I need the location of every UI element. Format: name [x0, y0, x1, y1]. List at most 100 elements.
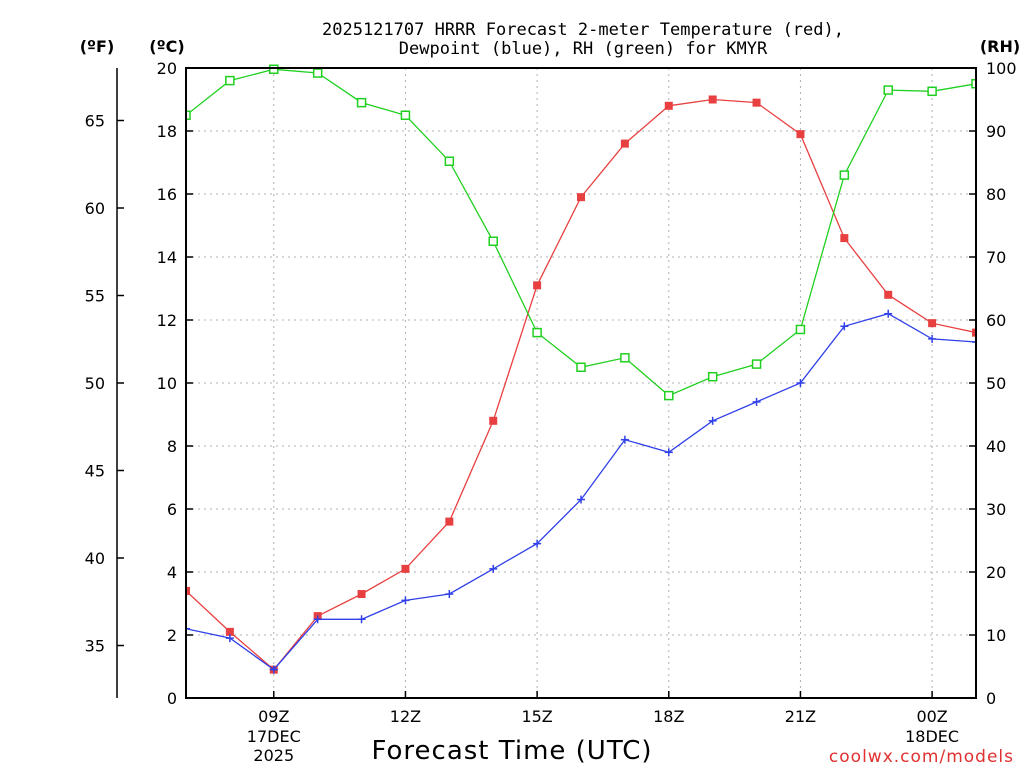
fahrenheit-tick-label: 35: [85, 637, 105, 656]
x-tick-label: 00Z: [916, 707, 947, 726]
rh-tick-label: 0: [986, 689, 996, 708]
x-tick-label: 15Z: [521, 707, 552, 726]
dewpoint-point: [186, 624, 190, 633]
dewpoint-point: [928, 334, 937, 343]
chart-title-line2: Dewpoint (blue), RH (green) for KMYR: [399, 39, 768, 59]
celsius-tick-label: 18: [157, 122, 177, 141]
temperature-point: [489, 416, 498, 425]
celsius-tick-label: 16: [157, 185, 177, 204]
rh-tick-label: 90: [986, 122, 1006, 141]
temperature-point: [577, 193, 585, 202]
rh-line: [186, 68, 976, 397]
unit-celsius-label: (ºC): [149, 37, 184, 56]
dewpoint-point: [357, 615, 366, 624]
rh-point: [488, 236, 498, 246]
fahrenheit-tick-label: 40: [85, 549, 105, 568]
dewpoint-point: [884, 309, 893, 318]
rh-point: [707, 371, 718, 382]
temperature-point: [664, 101, 673, 110]
temperature-point: [225, 627, 234, 636]
rh-tick-label: 50: [986, 374, 1006, 393]
rh-tick-label: 20: [986, 563, 1006, 582]
celsius-tick-label: 20: [157, 59, 177, 78]
x-axis-label: Forecast Time (UTC): [371, 736, 652, 766]
rh-tick-label: 60: [986, 311, 1006, 330]
temperature-point: [620, 139, 629, 148]
temperature-point: [972, 328, 976, 337]
chart-title-line1: 2025121707 HRRR Forecast 2-meter Tempera…: [322, 20, 844, 40]
temperature-point: [445, 517, 454, 526]
rh-tick-label: 10: [986, 626, 1006, 645]
x-tick-date-label: 17DEC: [247, 727, 301, 746]
rh-point: [186, 110, 191, 120]
dewpoint-point: [708, 416, 717, 425]
rh-tick-label: 30: [986, 500, 1006, 519]
dewpoint-point: [225, 634, 234, 643]
plot-frame: [185, 67, 977, 699]
temperature-point: [884, 290, 893, 299]
dewpoint-point: [972, 338, 976, 347]
dewpoint-point: [840, 322, 849, 331]
celsius-tick-label: 4: [167, 563, 177, 582]
dewpoint-point: [533, 539, 542, 548]
fahrenheit-tick-label: 55: [85, 287, 105, 306]
series-layer: [186, 64, 976, 674]
temperature-point: [752, 98, 761, 107]
dewpoint-point: [752, 397, 761, 406]
fahrenheit-tick-label: 65: [85, 112, 105, 131]
temperature-point: [796, 130, 805, 139]
axes-layer: 0 2 4 6 8 10 12 14 16 18 20 35 40 45 50 55 60 65 0 10 20 30 40…: [85, 59, 1017, 765]
dewpoint-point: [664, 448, 673, 457]
fahrenheit-tick-label: 60: [85, 199, 105, 218]
dewpoint-point: [269, 665, 278, 674]
rh-point: [883, 85, 893, 95]
temperature-point: [840, 234, 849, 243]
dewpoint-point: [796, 379, 805, 387]
temperature-point: [357, 590, 366, 599]
x-tick-label: 09Z: [258, 707, 289, 726]
rh-point: [971, 79, 976, 89]
dewpoint-point: [577, 495, 585, 504]
rh-point: [927, 86, 937, 97]
rh-point: [269, 64, 279, 75]
rh-point: [620, 353, 630, 363]
temperature-point: [533, 281, 542, 290]
temperature-point: [401, 564, 410, 573]
dewpoint-point: [313, 615, 322, 624]
rh-point: [839, 170, 850, 180]
temperature-line: [186, 98, 976, 671]
rh-point: [576, 362, 586, 372]
rh-point: [312, 68, 323, 78]
celsius-tick-label: 6: [167, 500, 177, 519]
rh-point: [225, 75, 235, 86]
rh-point: [444, 156, 455, 166]
rh-point: [664, 390, 674, 401]
dewpoint-point: [401, 596, 410, 605]
celsius-tick-label: 12: [157, 311, 177, 330]
x-tick-label: 21Z: [785, 707, 816, 726]
fahrenheit-tick-label: 50: [85, 374, 105, 393]
rh-point: [751, 359, 762, 369]
celsius-tick-label: 10: [157, 374, 177, 393]
rh-tick-label: 40: [986, 437, 1006, 456]
temperature-point: [928, 319, 937, 328]
rh-point: [356, 97, 367, 108]
x-tick-label: 12Z: [390, 707, 421, 726]
dewpoint-point: [620, 435, 629, 444]
x-tick-year-label: 2025: [253, 746, 294, 765]
grid-layer: [186, 68, 976, 698]
temperature-point: [186, 586, 190, 595]
credit-text: coolwx.com/models: [829, 747, 1014, 767]
rh-point: [795, 324, 806, 335]
x-tick-date-label: 18DEC: [905, 727, 959, 746]
unit-fahrenheit-label: (ºF): [80, 37, 115, 56]
rh-tick-label: 100: [986, 59, 1017, 78]
series-clip-group: [186, 64, 976, 674]
dewpoint-point: [445, 590, 454, 599]
fahrenheit-tick-label: 45: [85, 462, 105, 481]
celsius-tick-label: 2: [167, 626, 177, 645]
celsius-tick-label: 0: [167, 689, 177, 708]
rh-tick-label: 80: [986, 185, 1006, 204]
unit-rh-label: (RH): [980, 37, 1020, 56]
